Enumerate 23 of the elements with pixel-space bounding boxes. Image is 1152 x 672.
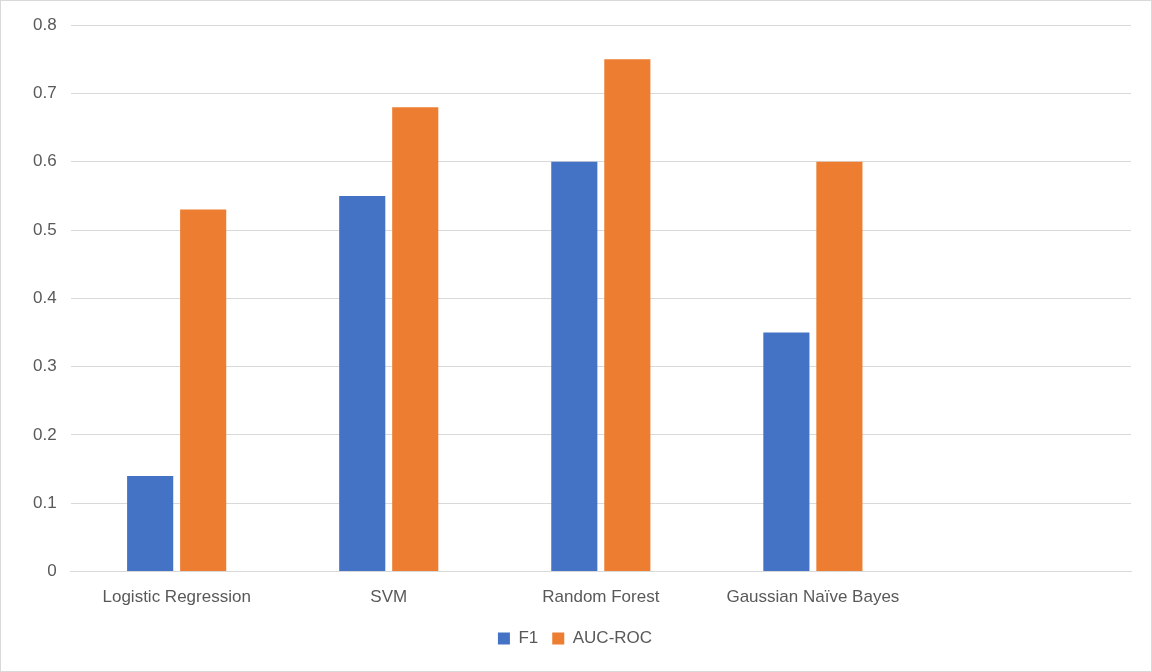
y-tick-label: 0.5 [32,219,57,239]
x-tick-label: Random Forest [542,587,660,607]
y-tick-label: 0.4 [32,288,57,308]
x-tick-label: SVM [370,587,408,607]
x-tick-label: Logistic Regression [102,587,251,607]
y-tick-label: 0.8 [32,14,57,34]
y-tick-label: 0 [47,561,57,581]
bar [551,161,598,572]
bar [604,59,651,572]
y-tick-label: 0.2 [32,424,57,444]
bar [392,107,439,572]
y-tick-label: 0.1 [32,492,57,512]
bar [339,195,386,572]
y-tick-label: 0.3 [32,356,57,376]
bar [127,475,174,572]
y-tick-label: 0.6 [32,151,57,171]
legend-label: AUC-ROC [572,628,653,648]
legend-label: F1 [518,628,539,648]
y-tick-label: 0.7 [32,83,57,103]
bar [180,209,227,572]
x-tick-label: Gaussian Naïve Bayes [726,587,900,607]
bar [816,161,863,572]
bar [763,332,810,572]
